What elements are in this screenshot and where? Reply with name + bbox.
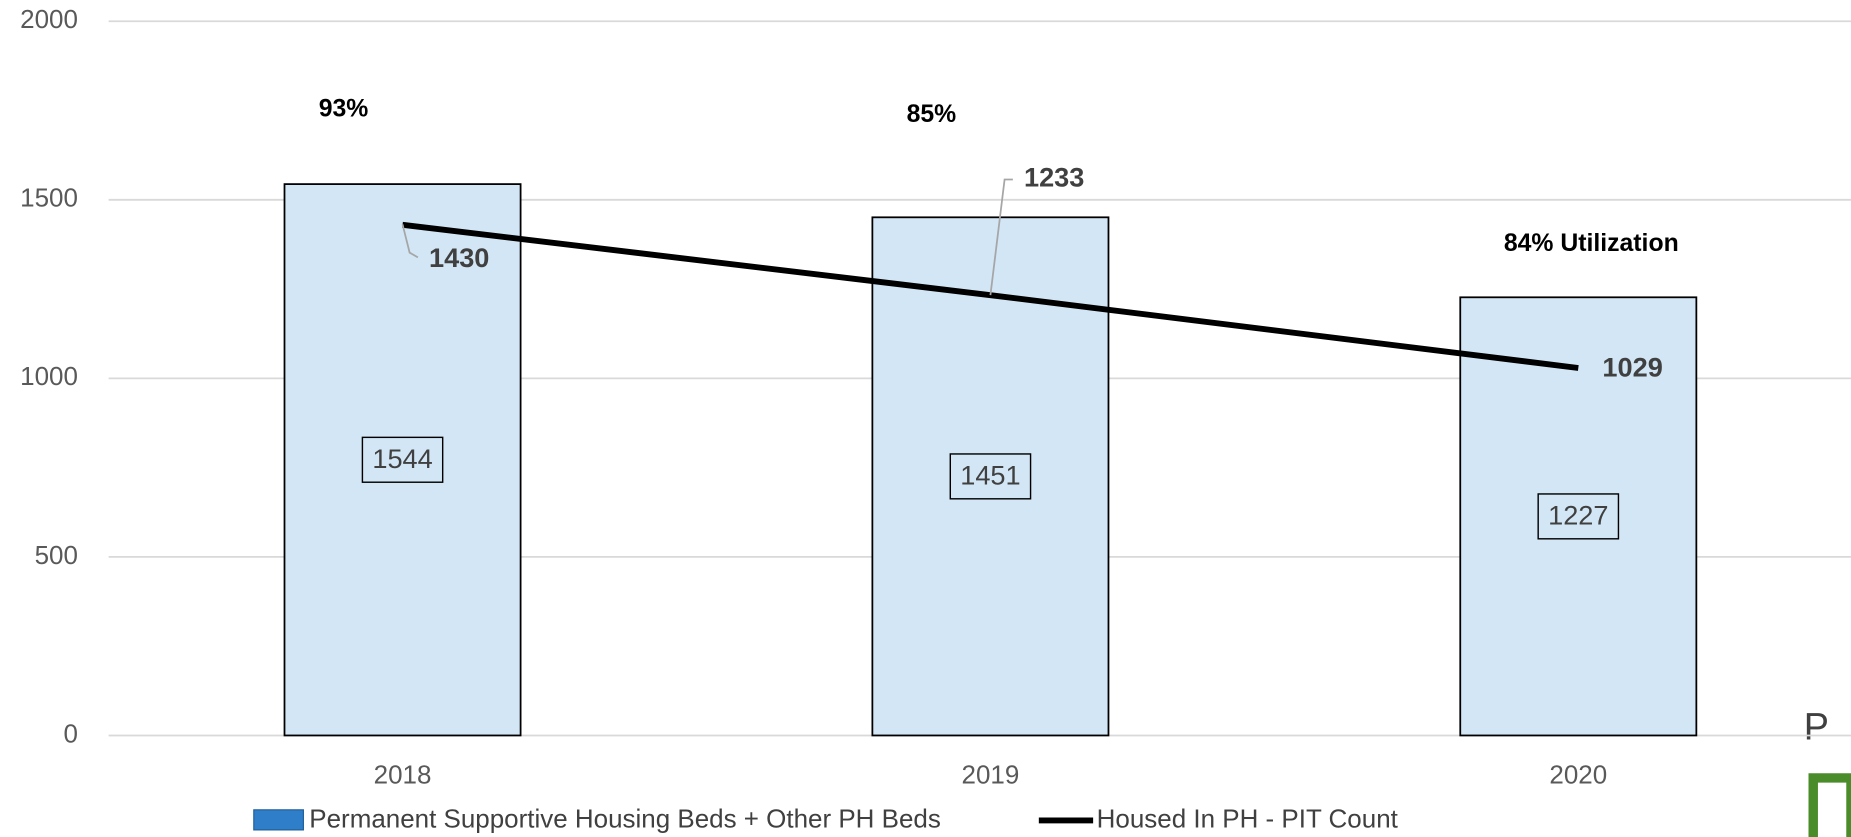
x-tick-label: 2018 <box>374 760 432 790</box>
leader-line <box>401 224 419 259</box>
y-tick-label: 0 <box>63 718 77 748</box>
leader-line <box>989 178 1013 296</box>
value-label-box <box>949 453 1032 500</box>
annotation: 85% <box>907 101 957 128</box>
line <box>402 221 1579 371</box>
value-label: 1227 <box>1548 500 1608 531</box>
x-tick-label: 2020 <box>1549 760 1607 790</box>
y-tick-label: 1000 <box>20 361 78 391</box>
line-label: 1029 <box>1602 352 1662 383</box>
legend-label: Permanent Supportive Housing Beds + Othe… <box>309 803 941 833</box>
annotation: 84% Utilization <box>1504 230 1679 257</box>
value-label-box <box>361 436 444 483</box>
legend-label: Housed In PH - PIT Count <box>1097 803 1399 833</box>
y-tick-label: 500 <box>35 540 78 570</box>
value-label-box <box>1537 493 1620 540</box>
bar <box>283 183 522 737</box>
line-label: 1233 <box>1024 162 1084 193</box>
y-tick-label: 1500 <box>20 183 78 213</box>
x-tick-label: 2019 <box>962 760 1020 790</box>
value-label: 1544 <box>372 443 432 474</box>
legend-swatch <box>253 809 304 831</box>
line-label: 1430 <box>429 242 489 273</box>
y-tick-label: 2000 <box>20 4 78 34</box>
logo-text: P A <box>1804 707 1851 749</box>
bar <box>1459 296 1698 737</box>
annotation: 93% <box>319 95 369 122</box>
value-label: 1451 <box>960 460 1020 491</box>
logo-mark <box>1808 773 1851 837</box>
